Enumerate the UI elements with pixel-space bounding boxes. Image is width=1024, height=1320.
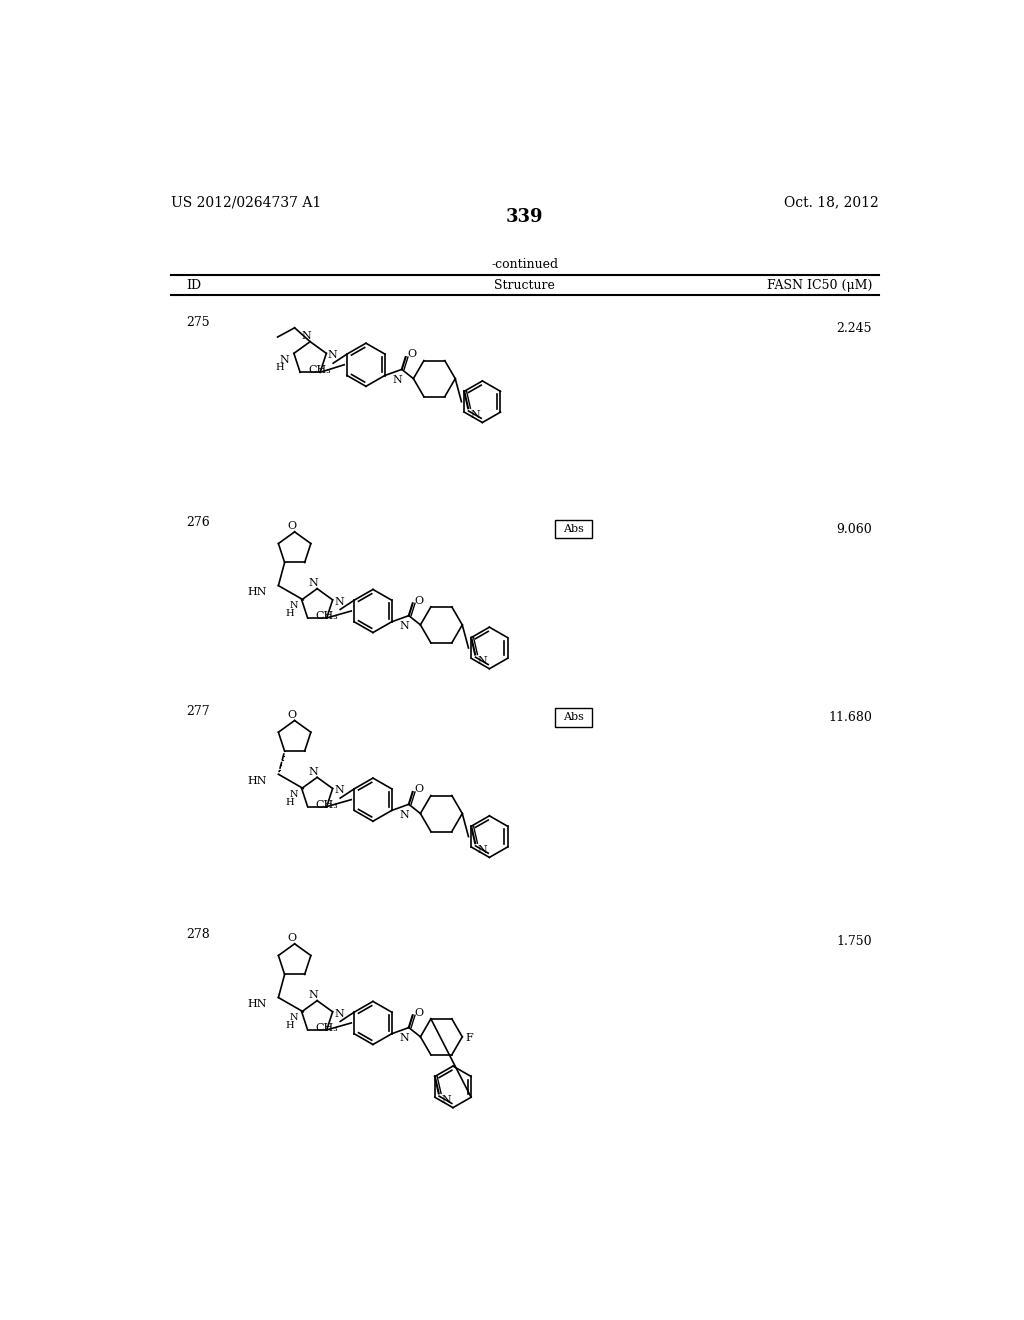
Text: Oct. 18, 2012: Oct. 18, 2012 [784, 195, 879, 210]
Text: N: N [280, 355, 290, 364]
Text: 339: 339 [506, 209, 544, 227]
Text: N: N [301, 331, 311, 341]
Text: 2.245: 2.245 [837, 322, 872, 335]
Text: 277: 277 [186, 705, 210, 718]
Text: N: N [328, 350, 338, 359]
Text: 275: 275 [186, 317, 210, 329]
Text: HN: HN [247, 587, 267, 597]
Text: HN: HN [247, 776, 267, 785]
Text: N: N [308, 578, 318, 587]
Text: N: N [334, 1008, 344, 1019]
Text: H: H [285, 609, 294, 618]
Text: CH₃: CH₃ [315, 611, 338, 620]
Text: ID: ID [186, 279, 202, 292]
Text: O: O [408, 350, 417, 359]
Text: CH₃: CH₃ [308, 364, 331, 375]
Text: H: H [285, 1022, 294, 1030]
Text: Abs: Abs [563, 713, 584, 722]
FancyBboxPatch shape [555, 520, 592, 539]
Text: N: N [470, 409, 480, 420]
Text: N: N [308, 990, 318, 999]
Text: N: N [477, 845, 487, 854]
Text: N: N [399, 620, 410, 631]
Text: 9.060: 9.060 [837, 523, 872, 536]
Text: CH₃: CH₃ [315, 1023, 338, 1034]
Text: N: N [477, 656, 487, 667]
Text: N: N [393, 375, 402, 384]
Text: 278: 278 [186, 928, 210, 941]
Text: N: N [289, 1014, 298, 1022]
Text: N: N [441, 1096, 451, 1105]
Text: N: N [289, 791, 298, 799]
Text: US 2012/0264737 A1: US 2012/0264737 A1 [171, 195, 321, 210]
Text: CH₃: CH₃ [315, 800, 338, 809]
Text: Structure: Structure [495, 279, 555, 292]
Text: 276: 276 [186, 516, 210, 529]
FancyBboxPatch shape [555, 708, 592, 726]
Text: FASN IC50 (μM): FASN IC50 (μM) [767, 279, 872, 292]
Text: O: O [287, 933, 296, 942]
Text: H: H [285, 797, 294, 807]
Text: HN: HN [247, 999, 267, 1008]
Text: 11.680: 11.680 [828, 711, 872, 725]
Text: 1.750: 1.750 [837, 935, 872, 948]
Text: F: F [465, 1034, 473, 1043]
Text: O: O [287, 710, 296, 719]
Text: N: N [399, 809, 410, 820]
Text: O: O [415, 1007, 423, 1018]
Text: N: N [289, 602, 298, 610]
Text: N: N [308, 767, 318, 776]
Text: O: O [287, 521, 296, 531]
Text: Abs: Abs [563, 524, 584, 533]
Text: -continued: -continued [492, 259, 558, 272]
Text: O: O [415, 784, 423, 795]
Text: N: N [399, 1034, 410, 1043]
Text: O: O [415, 595, 423, 606]
Text: N: N [334, 597, 344, 607]
Text: N: N [334, 785, 344, 796]
Text: H: H [275, 363, 285, 372]
